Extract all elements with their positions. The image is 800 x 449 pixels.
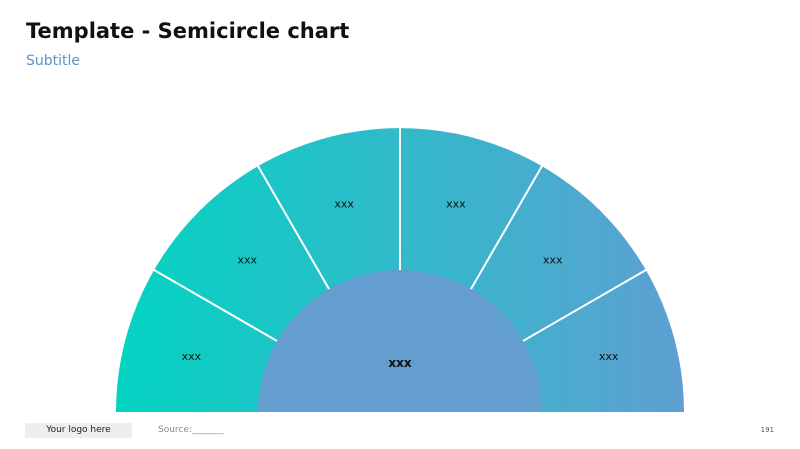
center-semicircle <box>258 270 542 412</box>
logo-placeholder: Your logo here <box>25 423 132 438</box>
segment-label-3: xxx <box>334 197 354 210</box>
slide-title: Template - Semicircle chart <box>26 19 350 43</box>
page-number: 191 <box>760 426 774 434</box>
slide-subtitle: Subtitle <box>26 53 81 69</box>
segment-label-2: xxx <box>238 253 258 266</box>
segment-label-5: xxx <box>543 253 563 266</box>
segment-label-6: xxx <box>599 350 619 363</box>
center-label: xxx <box>388 356 411 370</box>
segment-label-1: xxx <box>182 350 202 363</box>
source-note: Source:_______ <box>158 425 224 435</box>
segment-label-4: xxx <box>446 197 466 210</box>
segment-labels: xxx xxx xxx xxx xxx xxx xxx <box>182 197 619 370</box>
